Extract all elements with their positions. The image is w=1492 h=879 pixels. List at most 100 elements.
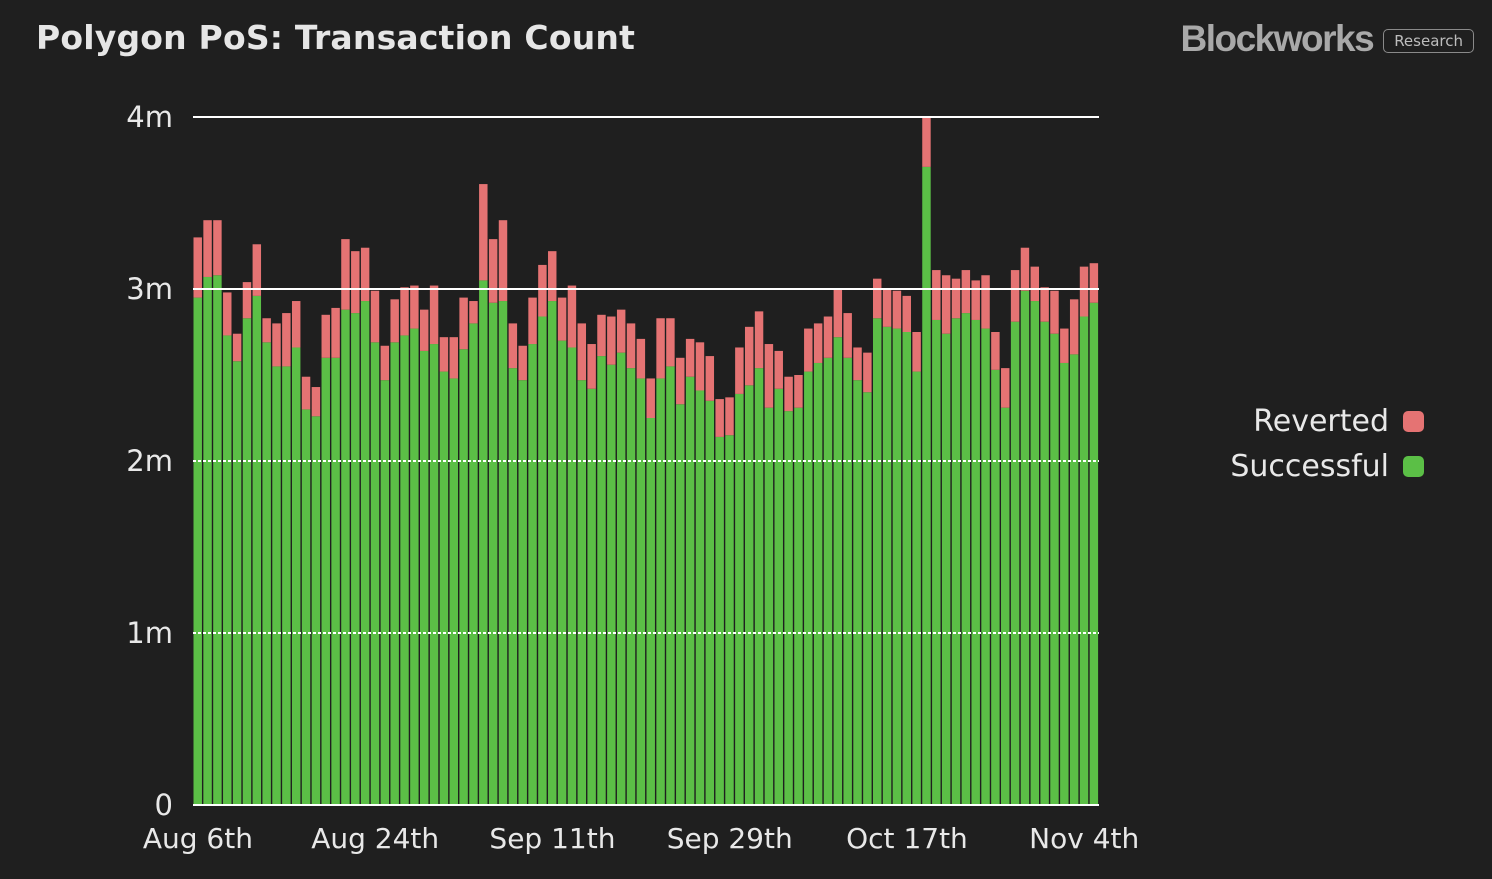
- legend-item-reverted[interactable]: Reverted: [1253, 404, 1424, 439]
- bar-reverted: [902, 295, 911, 332]
- bar-reverted: [922, 117, 931, 167]
- bar-reverted: [754, 311, 764, 369]
- bar-successful: [1069, 354, 1079, 805]
- bar-successful: [705, 400, 715, 805]
- bar-reverted: [764, 344, 774, 408]
- bar-successful: [636, 378, 646, 805]
- bar-reverted: [380, 345, 390, 381]
- bar-reverted: [961, 270, 971, 314]
- bar-successful: [971, 319, 980, 805]
- bar-reverted: [193, 237, 202, 298]
- bar-successful: [725, 435, 734, 805]
- bar-successful: [538, 316, 547, 805]
- bar-reverted: [1010, 270, 1020, 322]
- bar-reverted: [410, 285, 419, 329]
- bar-successful: [548, 301, 557, 805]
- bar-successful: [804, 371, 813, 805]
- bar-successful: [1079, 316, 1089, 805]
- bar-reverted: [981, 275, 990, 329]
- bar-successful: [902, 332, 911, 805]
- bar-successful: [528, 344, 537, 805]
- legend: Reverted Successful: [1230, 404, 1424, 484]
- bar-successful: [912, 371, 921, 805]
- legend-item-successful[interactable]: Successful: [1230, 449, 1424, 484]
- bar-reverted: [991, 332, 1000, 370]
- bar-successful: [922, 166, 931, 805]
- bar-successful: [853, 380, 862, 805]
- bar-successful: [892, 328, 902, 805]
- bar-successful: [508, 368, 518, 805]
- bar-reverted: [459, 297, 468, 350]
- bar-reverted: [1001, 368, 1010, 408]
- bar-successful: [794, 407, 803, 805]
- bar-successful: [252, 295, 262, 805]
- y-tick-label: 4m: [126, 100, 173, 134]
- bar-successful: [360, 301, 370, 805]
- bar-reverted: [813, 323, 823, 363]
- bar-successful: [301, 409, 311, 805]
- bar-successful: [991, 369, 1000, 805]
- bar-successful: [676, 404, 685, 805]
- bar-reverted: [804, 328, 813, 372]
- bar-reverted: [616, 309, 626, 353]
- bar-successful: [213, 275, 222, 805]
- bar-reverted: [528, 297, 537, 345]
- legend-swatch-reverted: [1403, 411, 1424, 432]
- bar-reverted: [538, 264, 547, 317]
- bar-successful: [242, 318, 252, 805]
- bar-reverted: [971, 280, 980, 320]
- bar-successful: [981, 328, 990, 805]
- bar-successful: [429, 344, 439, 805]
- bar-successful: [1020, 290, 1030, 806]
- bar-reverted: [232, 333, 242, 362]
- bar-successful: [1060, 362, 1069, 805]
- y-tick-label: 1m: [126, 616, 173, 650]
- bar-successful: [616, 352, 626, 805]
- bar-reverted: [912, 332, 921, 372]
- bar-reverted: [853, 347, 862, 381]
- bar-reverted: [548, 251, 557, 302]
- bar-successful: [823, 357, 833, 805]
- bar-reverted: [311, 387, 321, 417]
- bar-successful: [607, 364, 616, 805]
- bar-successful: [400, 335, 409, 805]
- bar-successful: [597, 356, 606, 805]
- bar-reverted: [823, 316, 833, 358]
- bar-successful: [321, 357, 330, 805]
- bar-successful: [439, 371, 449, 805]
- bar-reverted: [390, 299, 399, 343]
- bar-successful: [843, 357, 852, 805]
- bar-reverted: [400, 287, 409, 336]
- bar-reverted: [1040, 287, 1049, 322]
- bar-successful: [351, 313, 360, 805]
- y-tick-label: 0: [155, 788, 173, 822]
- bar-reverted: [636, 338, 646, 379]
- bar-reverted: [469, 301, 478, 324]
- x-tick-label: Nov 4th: [1029, 822, 1139, 855]
- x-tick-label: Oct 17th: [846, 822, 968, 855]
- bar-reverted: [833, 289, 843, 338]
- bar-reverted: [941, 275, 951, 334]
- bar-reverted: [351, 251, 360, 314]
- bar-reverted: [498, 220, 508, 302]
- bar-successful: [331, 357, 340, 805]
- bar-reverted: [1089, 263, 1099, 303]
- bar-reverted: [951, 278, 961, 319]
- bar-successful: [833, 337, 843, 805]
- bar-reverted: [705, 356, 715, 401]
- bar-reverted: [892, 290, 902, 329]
- bar-successful: [735, 393, 744, 805]
- x-tick-label: Aug 6th: [143, 822, 253, 855]
- bar-successful: [1030, 301, 1040, 805]
- bar-successful: [311, 416, 321, 805]
- brand-tag-badge: Research: [1383, 29, 1474, 53]
- bar-successful: [262, 342, 271, 805]
- bar-successful: [882, 326, 892, 805]
- bar-successful: [646, 418, 655, 805]
- bar-successful: [656, 378, 665, 805]
- bar-successful: [577, 380, 587, 805]
- bar-reverted: [1079, 266, 1089, 317]
- bar-successful: [1040, 321, 1049, 805]
- bar-successful: [1050, 333, 1059, 805]
- bar-successful: [498, 301, 508, 805]
